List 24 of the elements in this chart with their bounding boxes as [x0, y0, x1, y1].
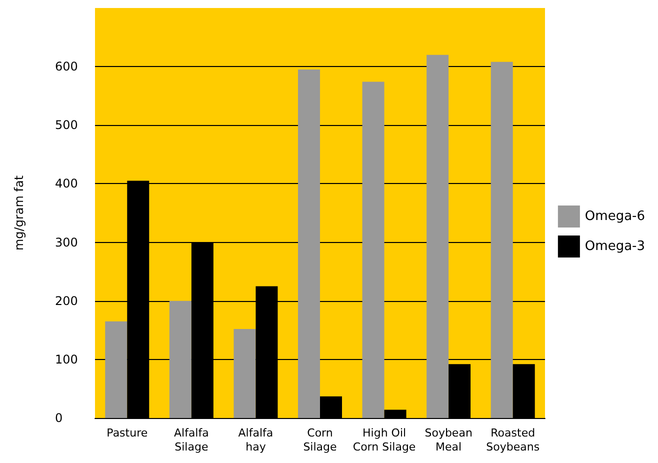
y-tick-label: 0 — [55, 411, 63, 425]
bar — [169, 300, 192, 418]
y-tick-label: 600 — [55, 60, 78, 74]
y-tick-label: 100 — [55, 352, 78, 366]
bar — [426, 54, 449, 418]
bar — [234, 328, 256, 418]
y-tick-label: 300 — [55, 235, 78, 250]
legend-label: Omega-3 — [584, 239, 646, 254]
x-tick-label: Pasture — [106, 426, 148, 440]
x-tick-label: Corn Silage — [303, 426, 338, 454]
y-tick-label: 500 — [55, 118, 78, 132]
x-tick-label: Roasted Soybeans — [486, 426, 540, 454]
bar — [362, 82, 384, 418]
x-tick-label: High Oil Corn Silage — [352, 426, 416, 454]
y-tick-label: 400 — [55, 176, 78, 191]
y-axis-title: mg/gram fat — [12, 175, 26, 251]
x-tick-label: Alfalfa Silage — [174, 426, 209, 454]
y-tick-label: 200 — [55, 294, 78, 308]
bar — [490, 62, 513, 418]
bar — [105, 321, 128, 418]
bar — [298, 70, 320, 418]
x-tick-label: Soybean Meal — [424, 426, 472, 454]
legend-label: Omega-6 — [584, 209, 646, 224]
x-tick-label: Alfalfa hay — [238, 426, 274, 454]
